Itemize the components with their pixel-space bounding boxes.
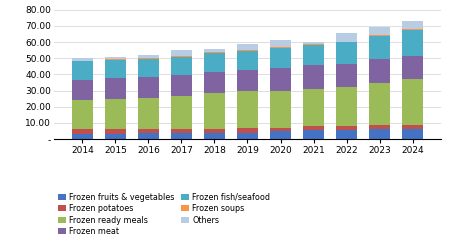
Bar: [138, 98, 159, 129]
Bar: [204, 49, 225, 52]
Bar: [171, 133, 192, 139]
Bar: [105, 78, 126, 99]
Bar: [237, 91, 258, 128]
Bar: [402, 125, 423, 129]
Bar: [204, 53, 225, 72]
Bar: [336, 33, 357, 42]
Bar: [105, 133, 126, 139]
Bar: [204, 52, 225, 53]
Bar: [138, 133, 159, 139]
Bar: [369, 36, 390, 59]
Bar: [336, 130, 357, 139]
Bar: [303, 89, 324, 126]
Bar: [369, 126, 390, 130]
Bar: [369, 27, 390, 35]
Bar: [72, 61, 93, 80]
Bar: [270, 131, 291, 139]
Bar: [72, 130, 93, 133]
Bar: [402, 30, 423, 56]
Bar: [303, 66, 324, 89]
Bar: [72, 80, 93, 100]
Bar: [303, 130, 324, 139]
Bar: [138, 59, 159, 77]
Bar: [138, 129, 159, 133]
Bar: [336, 42, 357, 64]
Bar: [402, 79, 423, 125]
Bar: [138, 77, 159, 98]
Bar: [336, 64, 357, 87]
Bar: [237, 133, 258, 139]
Bar: [204, 128, 225, 133]
Bar: [270, 47, 291, 48]
Bar: [105, 130, 126, 133]
Bar: [105, 59, 126, 60]
Bar: [303, 42, 324, 44]
Bar: [402, 29, 423, 30]
Bar: [270, 91, 291, 128]
Bar: [270, 68, 291, 91]
Bar: [336, 87, 357, 126]
Bar: [237, 44, 258, 50]
Bar: [369, 130, 390, 139]
Bar: [72, 133, 93, 139]
Bar: [204, 133, 225, 139]
Bar: [72, 58, 93, 61]
Bar: [369, 35, 390, 36]
Bar: [402, 21, 423, 29]
Bar: [336, 126, 357, 130]
Bar: [105, 57, 126, 59]
Bar: [402, 129, 423, 139]
Legend: Frozen fruits & vegetables, Frozen potatoes, Frozen ready meals, Frozen meat, Fr: Frozen fruits & vegetables, Frozen potat…: [58, 193, 270, 236]
Bar: [303, 45, 324, 66]
Bar: [402, 56, 423, 79]
Bar: [369, 83, 390, 126]
Bar: [270, 48, 291, 68]
Bar: [171, 96, 192, 129]
Bar: [237, 51, 258, 70]
Bar: [171, 50, 192, 56]
Bar: [303, 44, 324, 45]
Bar: [171, 129, 192, 133]
Bar: [72, 100, 93, 130]
Bar: [204, 72, 225, 93]
Bar: [303, 126, 324, 130]
Bar: [237, 70, 258, 91]
Bar: [171, 57, 192, 75]
Bar: [171, 75, 192, 96]
Bar: [270, 128, 291, 131]
Bar: [204, 93, 225, 128]
Bar: [171, 56, 192, 57]
Bar: [270, 40, 291, 47]
Bar: [105, 99, 126, 130]
Bar: [237, 128, 258, 133]
Bar: [237, 50, 258, 51]
Bar: [138, 55, 159, 58]
Bar: [138, 58, 159, 59]
Bar: [369, 59, 390, 83]
Bar: [105, 60, 126, 78]
